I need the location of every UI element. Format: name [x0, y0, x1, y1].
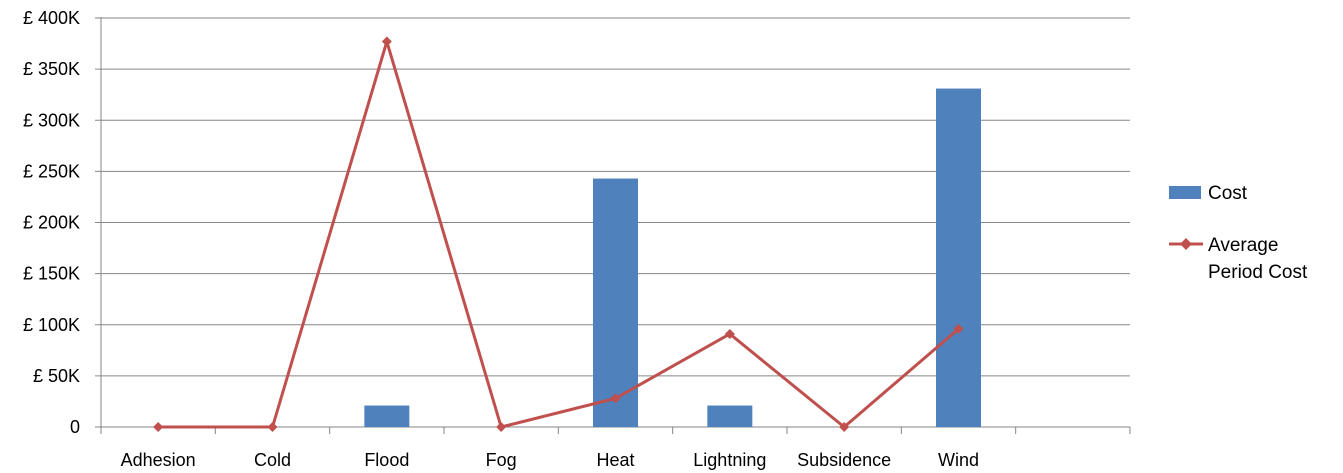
- average-period-cost-marker: [724, 328, 735, 339]
- legend-label-average-line2: Period Cost: [1208, 262, 1308, 283]
- cost-bar: [593, 178, 638, 427]
- average-period-cost-marker: [153, 422, 164, 432]
- x-tick-label: Flood: [364, 450, 409, 470]
- x-tick-label: Heat: [596, 450, 634, 470]
- y-tick-label: £ 250K: [23, 161, 80, 181]
- cost-bar: [707, 405, 753, 427]
- cost-bar: [936, 88, 981, 428]
- x-tick-label: Fog: [486, 450, 517, 470]
- average-period-cost-polyline: [158, 40, 960, 429]
- legend-swatch-diamond-marker: [1180, 238, 1192, 250]
- average-period-cost-marker: [267, 422, 278, 432]
- y-tick-label: £ 300K: [23, 110, 80, 130]
- x-tick-label: Lightning: [693, 450, 766, 470]
- y-tick-label: £ 150K: [23, 264, 80, 284]
- average-period-cost-line: [153, 36, 964, 432]
- y-tick-label: £ 400K: [23, 8, 80, 28]
- average-period-cost-marker: [610, 393, 621, 404]
- x-tick-label: Wind: [938, 450, 979, 470]
- y-axis-ticks: 0 £ 50K £ 100K £ 150K £ 200K £ 250K £ 300K £ 35…: [23, 8, 101, 437]
- x-tick-label: Adhesion: [121, 450, 196, 470]
- x-tick-label: Cold: [254, 450, 291, 470]
- legend-swatch-cost: [1169, 186, 1201, 199]
- y-tick-label: £ 100K: [23, 315, 80, 335]
- cost-bars: [364, 88, 981, 428]
- legend-label-cost: Cost: [1208, 183, 1248, 204]
- y-tick-label: 0: [70, 417, 80, 437]
- legend-label-average-line1: Average: [1208, 235, 1278, 256]
- average-period-cost-marker: [381, 36, 392, 47]
- average-period-cost-marker: [953, 323, 964, 334]
- cost-bar: [364, 405, 410, 427]
- y-tick-label: £ 50K: [33, 366, 80, 386]
- average-period-cost-marker: [839, 422, 850, 432]
- y-tick-label: £ 200K: [23, 213, 80, 233]
- x-tick-label: Subsidence: [797, 450, 891, 470]
- legend: Cost Average Period Cost: [1169, 183, 1308, 283]
- y-tick-label: £ 350K: [23, 59, 80, 79]
- average-period-cost-marker: [496, 422, 507, 432]
- x-axis-ticks: Adhesion Cold Flood Fog Heat Lightning Subside…: [100, 427, 1131, 470]
